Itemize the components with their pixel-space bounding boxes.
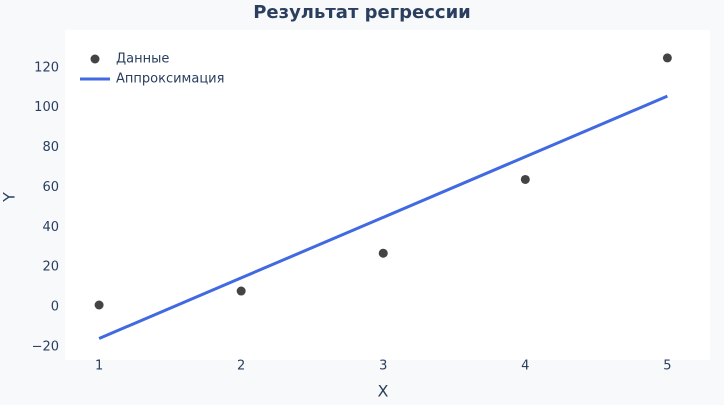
data-point <box>378 248 388 258</box>
x-axis-title: X <box>378 382 389 401</box>
y-tick-label: 100 <box>34 100 59 115</box>
fit-line <box>98 94 668 340</box>
chart-title: Результат регрессии <box>253 2 471 23</box>
plot-area <box>65 30 710 360</box>
x-tick-label: 1 <box>95 359 103 374</box>
y-tick-label: −20 <box>32 339 59 354</box>
data-point <box>520 174 530 184</box>
y-tick-label: 40 <box>42 220 59 235</box>
y-tick-label: 120 <box>34 60 59 75</box>
y-tick-label: 20 <box>42 260 59 275</box>
y-tick-label: 60 <box>42 180 59 195</box>
data-point <box>662 53 672 63</box>
x-tick-label: 5 <box>663 359 671 374</box>
data-point <box>236 286 246 296</box>
x-tick-label: 3 <box>379 359 387 374</box>
data-point <box>94 300 104 310</box>
legend-label: Данные <box>116 52 169 67</box>
x-tick-label: 4 <box>521 359 529 374</box>
legend-marker <box>90 54 100 64</box>
y-tick-label: 0 <box>51 299 59 314</box>
y-axis-title: Y <box>0 192 19 203</box>
y-tick-label: 80 <box>42 140 59 155</box>
x-tick-label: 2 <box>237 359 245 374</box>
legend-label: Аппроксимация <box>116 72 224 87</box>
